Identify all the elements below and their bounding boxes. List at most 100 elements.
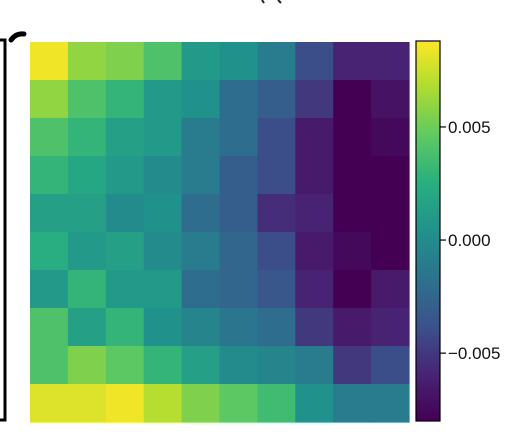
heatmap-cell (371, 80, 410, 119)
heatmap-cell (143, 118, 183, 157)
heatmap-cell (67, 384, 107, 423)
heatmap-cell (143, 384, 183, 423)
heatmap-cell (333, 346, 372, 385)
heatmap-cell (143, 346, 183, 385)
heatmap-cell (219, 308, 258, 347)
heatmap-cells (30, 42, 410, 423)
heatmap-cell (295, 384, 334, 423)
heatmap-cell (30, 156, 69, 195)
heatmap-cell (257, 194, 296, 233)
heatmap-cell (219, 118, 258, 157)
heatmap-cell (143, 308, 183, 347)
heatmap-cell (257, 270, 296, 309)
heatmap-cell (181, 194, 221, 233)
heatmap-cell (67, 118, 107, 157)
heatmap-cell (105, 194, 145, 233)
heatmap-cell (371, 270, 410, 309)
heatmap-cell (295, 270, 334, 309)
heatmap-cell (333, 156, 372, 195)
heatmap-cell (143, 270, 183, 309)
heatmap-cell (67, 270, 107, 309)
heatmap-cell (295, 308, 334, 347)
heatmap-cell (105, 42, 145, 81)
heatmap-cell (333, 232, 372, 271)
heatmap-cell (219, 270, 258, 309)
colorbar-tick-label: −0.005 (448, 344, 500, 363)
heatmap-cell (105, 384, 145, 423)
heatmap-cell (143, 80, 183, 119)
heatmap-cell (333, 194, 372, 233)
heatmap-cell (67, 346, 107, 385)
heatmap-cell (257, 346, 296, 385)
heatmap-cell (295, 194, 334, 233)
heatmap-cell (67, 156, 107, 195)
heatmap-cell (257, 42, 296, 81)
heatmap-cell (30, 80, 69, 119)
heatmap-cell (105, 80, 145, 119)
heatmap-cell (67, 232, 107, 271)
heatmap-cell (67, 80, 107, 119)
colorbar-ticks: 0.005 0.000 −0.005 (440, 118, 500, 363)
heatmap-cell (219, 232, 258, 271)
heatmap-cell (333, 80, 372, 119)
panel-letter-fragment (8, 31, 27, 43)
heatmap-cell (257, 384, 296, 423)
heatmap-cell (219, 80, 258, 119)
heatmap-cell (143, 156, 183, 195)
heatmap-cell (257, 156, 296, 195)
heatmap-cell (181, 80, 221, 119)
heatmap-cell (295, 156, 334, 195)
heatmap-cell (371, 346, 410, 385)
heatmap-cell (181, 270, 221, 309)
heatmap-cell (295, 346, 334, 385)
heatmap-cell (333, 308, 372, 347)
heatmap-cell (30, 346, 69, 385)
heatmap-cell (181, 118, 221, 157)
heatmap-cell (30, 308, 69, 347)
heatmap-cell (295, 80, 334, 119)
heatmap-cell (295, 232, 334, 271)
colorbar (415, 40, 441, 422)
heatmap-cell (257, 118, 296, 157)
heatmap-cell (371, 308, 410, 347)
heatmap-cell (181, 308, 221, 347)
heatmap-cell (219, 384, 258, 423)
heatmap-cell (333, 118, 372, 157)
heatmap-cell (295, 42, 334, 81)
heatmap-cell (67, 194, 107, 233)
heatmap-cell (219, 42, 258, 81)
heatmap-cell (30, 232, 69, 271)
heatmap-cell (181, 42, 221, 81)
heatmap-cell (295, 118, 334, 157)
title-fragment (261, 0, 282, 4)
left-panel-frame (0, 38, 7, 422)
heatmap-cell (371, 156, 410, 195)
heatmap-cell (333, 384, 372, 423)
heatmap-cell (257, 308, 296, 347)
heatmap-cell (219, 194, 258, 233)
heatmap-cell (105, 156, 145, 195)
heatmap-cell (30, 42, 69, 81)
heatmap-cell (67, 42, 107, 81)
heatmap-cell (371, 118, 410, 157)
heatmap-cell (181, 384, 221, 423)
heatmap-cell (181, 156, 221, 195)
colorbar-tick-label: 0.000 (448, 231, 491, 250)
heatmap-cell (257, 232, 296, 271)
heatmap-cell (105, 232, 145, 271)
heatmap-cell (181, 232, 221, 271)
heatmap-cell (371, 42, 410, 81)
heatmap-cell (219, 156, 258, 195)
heatmap-cell (333, 270, 372, 309)
heatmap-cell (30, 194, 69, 233)
heatmap-cell (257, 80, 296, 119)
heatmap-cell (30, 118, 69, 157)
heatmap-cell (371, 232, 410, 271)
heatmap-cell (143, 232, 183, 271)
heatmap-cell (105, 346, 145, 385)
heatmap-cell (371, 384, 410, 423)
heatmap-cell (30, 384, 69, 423)
heatmap-cell (371, 194, 410, 233)
heatmap-cell (67, 308, 107, 347)
